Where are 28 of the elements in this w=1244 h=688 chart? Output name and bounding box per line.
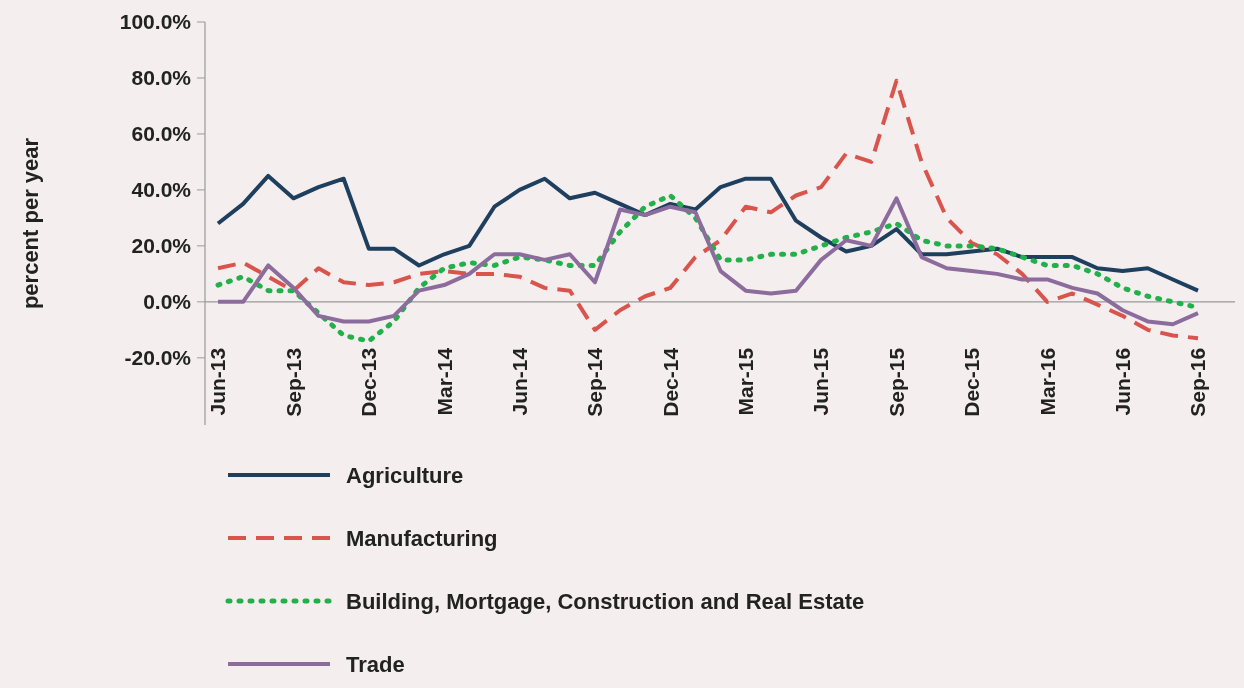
x-tick-label: Jun-15 [809, 347, 833, 416]
x-tick-label: Dec-14 [658, 347, 682, 417]
legend-label: Agriculture [346, 462, 464, 488]
x-tick-label: Mar-15 [734, 347, 758, 416]
y-axis-title: percent per year [18, 137, 43, 310]
legend-label: Manufacturing [346, 525, 498, 551]
y-tick-label: 100.0% [119, 10, 192, 34]
line-series [216, 78, 1200, 341]
x-tick-label: Jun-13 [206, 347, 230, 416]
x-tick-label: Sep-15 [884, 347, 908, 417]
line-series [216, 173, 1200, 293]
y-tick-label: 80.0% [131, 66, 192, 90]
x-tick-label: Jun-14 [507, 347, 531, 416]
x-tick-label: Dec-13 [357, 347, 381, 417]
x-tick-label: Dec-15 [960, 347, 984, 417]
y-tick-label: 60.0% [131, 122, 192, 146]
x-tick-label: Jun-16 [1110, 347, 1134, 416]
x-tick-label: Mar-14 [432, 347, 456, 416]
x-tick-label: Mar-16 [1035, 347, 1059, 416]
x-tick-label: Sep-14 [583, 347, 607, 417]
y-tick-label: 0.0% [143, 290, 192, 314]
x-tick-label: Sep-13 [281, 347, 305, 417]
y-tick-label: 20.0% [131, 234, 192, 258]
x-tick-label: Sep-16 [1186, 347, 1210, 417]
legend-label: Trade [346, 651, 405, 677]
y-tick-label: 40.0% [131, 178, 192, 202]
legend-label: Building, Mortgage, Construction and Real Estate [346, 588, 865, 614]
y-tick-label: -20.0% [124, 346, 192, 370]
